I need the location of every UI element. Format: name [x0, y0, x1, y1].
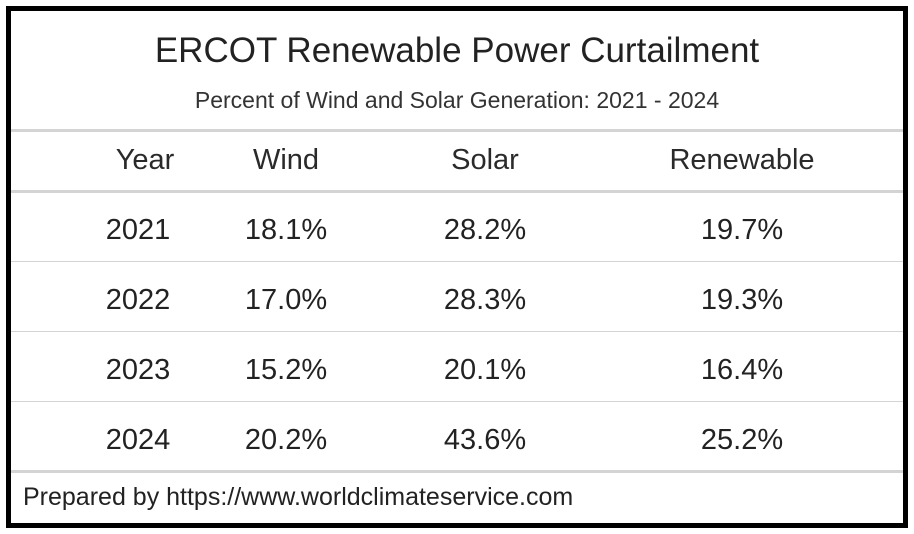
- header-bottom-rule: [11, 190, 903, 193]
- table-cell-renewable-2022: 19.3%: [700, 284, 784, 316]
- column-header-renewable: Renewable: [669, 144, 815, 176]
- column-header-solar: Solar: [451, 144, 519, 176]
- table-cell-year-2022: 2022: [105, 284, 171, 316]
- source-footer: Prepared by https://www.worldclimateserv…: [23, 483, 574, 511]
- row-divider-3: [11, 401, 903, 402]
- row-divider-1: [11, 261, 903, 262]
- header-top-rule: [11, 129, 903, 132]
- table-cell-year-2024: 2024: [105, 424, 171, 456]
- table-cell-wind-2021: 18.1%: [244, 214, 328, 246]
- row-divider-2: [11, 331, 903, 332]
- table-cell-year-2023: 2023: [105, 354, 171, 386]
- table-cell-renewable-2021: 19.7%: [700, 214, 784, 246]
- column-header-year: Year: [115, 144, 175, 176]
- column-header-wind: Wind: [252, 144, 320, 176]
- table-cell-renewable-2024: 25.2%: [700, 424, 784, 456]
- table-cell-wind-2024: 20.2%: [244, 424, 328, 456]
- table-cell-solar-2021: 28.2%: [443, 214, 527, 246]
- table-cell-wind-2023: 15.2%: [244, 354, 328, 386]
- table-cell-year-2021: 2021: [105, 214, 171, 246]
- table-cell-solar-2023: 20.1%: [443, 354, 527, 386]
- table-cell-wind-2022: 17.0%: [244, 284, 328, 316]
- table-cell-solar-2022: 28.3%: [443, 284, 527, 316]
- table-frame: ERCOT Renewable Power Curtailment Percen…: [6, 6, 908, 528]
- footer-top-rule: [11, 470, 903, 473]
- table-subtitle: Percent of Wind and Solar Generation: 20…: [194, 87, 720, 113]
- table-cell-renewable-2023: 16.4%: [700, 354, 784, 386]
- table-title: ERCOT Renewable Power Curtailment: [154, 31, 760, 70]
- table-cell-solar-2024: 43.6%: [443, 424, 527, 456]
